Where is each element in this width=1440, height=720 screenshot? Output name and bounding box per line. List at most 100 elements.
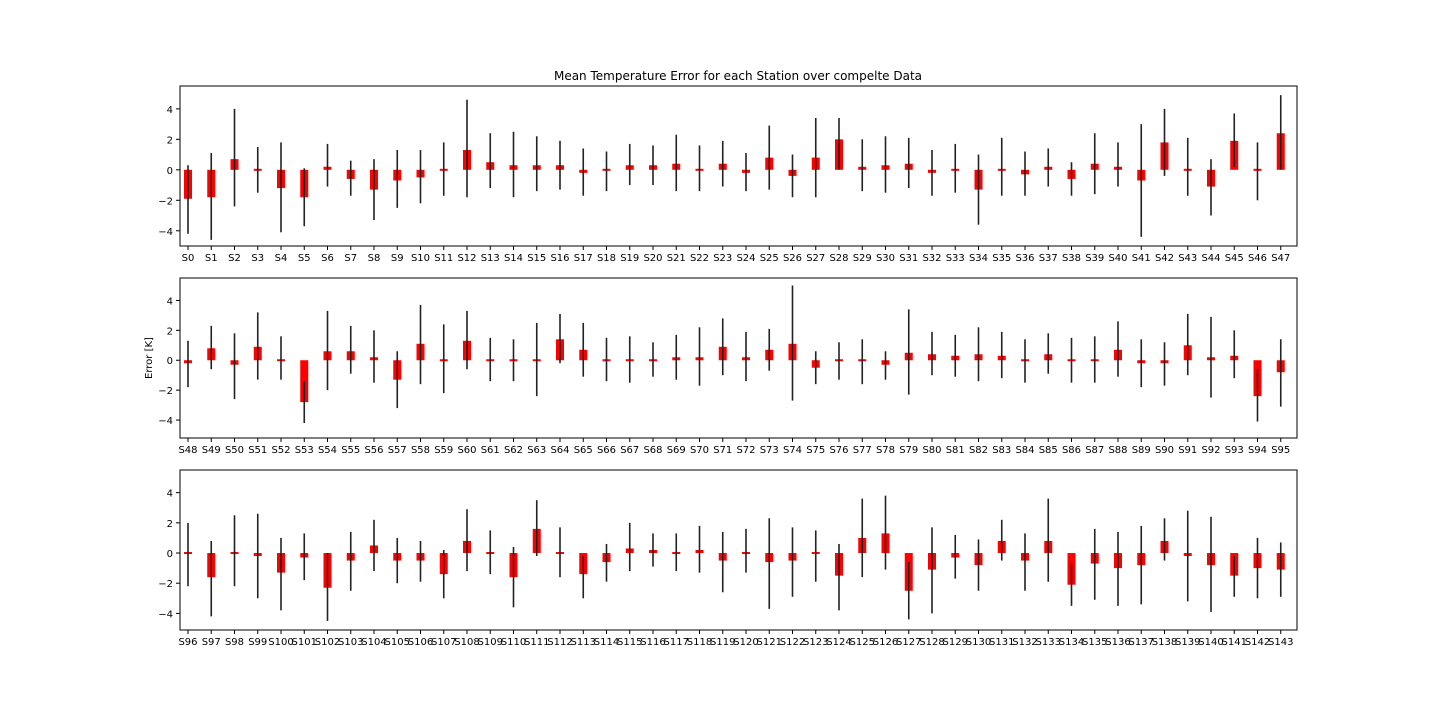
x-tick-label: S80 <box>922 445 941 456</box>
x-tick-label: S127 <box>896 637 921 648</box>
x-tick-label: S94 <box>1248 445 1267 456</box>
x-tick-label: S96 <box>178 637 197 648</box>
x-tick-label: S71 <box>713 445 732 456</box>
x-tick-label: S135 <box>1082 637 1107 648</box>
x-tick-label: S47 <box>1271 253 1290 264</box>
x-tick-label: S103 <box>338 637 363 648</box>
x-tick-label: S125 <box>850 637 875 648</box>
y-tick-label: 4 <box>167 489 173 500</box>
x-tick-label: S142 <box>1245 637 1270 648</box>
x-tick-label: S66 <box>597 445 616 456</box>
x-tick-label: S88 <box>1108 445 1127 456</box>
y-tick-label: −2 <box>158 196 173 207</box>
x-tick-label: S73 <box>760 445 779 456</box>
x-tick-label: S68 <box>643 445 662 456</box>
x-tick-label: S77 <box>853 445 872 456</box>
y-tick-label: 0 <box>167 166 173 177</box>
x-tick-label: S79 <box>899 445 918 456</box>
x-tick-label: S104 <box>361 637 386 648</box>
x-tick-label: S111 <box>524 637 549 648</box>
x-tick-label: S109 <box>478 637 503 648</box>
x-tick-label: S54 <box>318 445 337 456</box>
x-tick-label: S46 <box>1248 253 1267 264</box>
x-tick-label: S3 <box>251 253 264 264</box>
x-tick-label: S107 <box>431 637 456 648</box>
x-tick-label: S56 <box>364 445 383 456</box>
x-tick-label: S70 <box>690 445 709 456</box>
axes-frame <box>179 277 1298 439</box>
axes-frame <box>179 469 1298 631</box>
x-tick-label: S62 <box>504 445 523 456</box>
x-tick-label: S50 <box>225 445 244 456</box>
y-tick-label: −4 <box>158 609 173 620</box>
x-tick-label: S34 <box>969 253 988 264</box>
bar <box>300 360 309 403</box>
x-tick-label: S0 <box>182 253 195 264</box>
x-tick-label: S121 <box>757 637 782 648</box>
x-tick-label: S106 <box>408 637 433 648</box>
x-tick-label: S82 <box>969 445 988 456</box>
x-tick-label: S59 <box>434 445 453 456</box>
x-tick-label: S28 <box>829 253 848 264</box>
x-tick-label: S123 <box>803 637 828 648</box>
x-tick-label: S91 <box>1178 445 1197 456</box>
x-tick-label: S110 <box>501 637 526 648</box>
x-tick-label: S90 <box>1155 445 1174 456</box>
x-tick-label: S140 <box>1198 637 1223 648</box>
y-tick-label: 0 <box>167 356 173 367</box>
x-tick-label: S128 <box>919 637 944 648</box>
x-tick-label: S72 <box>736 445 755 456</box>
x-tick-label: S11 <box>434 253 453 264</box>
x-tick-label: S33 <box>946 253 965 264</box>
x-tick-label: S115 <box>617 637 642 648</box>
x-tick-label: S102 <box>315 637 340 648</box>
x-tick-label: S39 <box>1085 253 1104 264</box>
x-tick-label: S51 <box>248 445 267 456</box>
x-tick-label: S1 <box>205 253 218 264</box>
x-tick-label: S4 <box>275 253 288 264</box>
x-tick-label: S2 <box>228 253 241 264</box>
x-tick-label: S19 <box>620 253 639 264</box>
x-tick-label: S21 <box>667 253 686 264</box>
x-tick-label: S100 <box>268 637 293 648</box>
x-tick-label: S5 <box>298 253 311 264</box>
x-tick-label: S20 <box>643 253 662 264</box>
x-tick-label: S108 <box>454 637 479 648</box>
x-tick-label: S132 <box>1012 637 1037 648</box>
x-tick-label: S116 <box>640 637 665 648</box>
x-tick-label: S58 <box>411 445 430 456</box>
x-tick-label: S126 <box>873 637 898 648</box>
subplot-2: −4 −2 0 2 4 Error [K] S48 S49 S50 S51 S52 S53 S54 S55… <box>144 277 1298 456</box>
y-tick-label: −2 <box>158 579 173 590</box>
x-tick-label: S93 <box>1225 445 1244 456</box>
x-tick-label: S61 <box>481 445 500 456</box>
y-tick-label: −2 <box>158 386 173 397</box>
x-tick-label: S95 <box>1271 445 1290 456</box>
x-tick-label: S76 <box>829 445 848 456</box>
y-axis-label: Error [K] <box>144 337 155 379</box>
x-tick-label: S26 <box>783 253 802 264</box>
x-tick-label: S141 <box>1222 637 1247 648</box>
y-tick-label: 4 <box>167 105 173 116</box>
x-tick-label: S53 <box>295 445 314 456</box>
x-tick-label: S120 <box>733 637 758 648</box>
x-tick-label: S101 <box>292 637 317 648</box>
x-tick-label: S118 <box>687 637 712 648</box>
x-tick-label: S75 <box>806 445 825 456</box>
x-tick-label: S48 <box>178 445 197 456</box>
x-tick-label: S130 <box>966 637 991 648</box>
x-tick-label: S78 <box>876 445 895 456</box>
x-tick-label: S136 <box>1105 637 1130 648</box>
x-tick-label: S83 <box>992 445 1011 456</box>
x-tick-label: S30 <box>876 253 895 264</box>
x-tick-label: S15 <box>527 253 546 264</box>
x-tick-label: S10 <box>411 253 430 264</box>
x-tick-label: S27 <box>806 253 825 264</box>
x-tick-label: S139 <box>1175 637 1200 648</box>
x-tick-label: S67 <box>620 445 639 456</box>
x-tick-label: S23 <box>713 253 732 264</box>
y-tick-label: 4 <box>167 296 173 307</box>
x-tick-label: S14 <box>504 253 523 264</box>
